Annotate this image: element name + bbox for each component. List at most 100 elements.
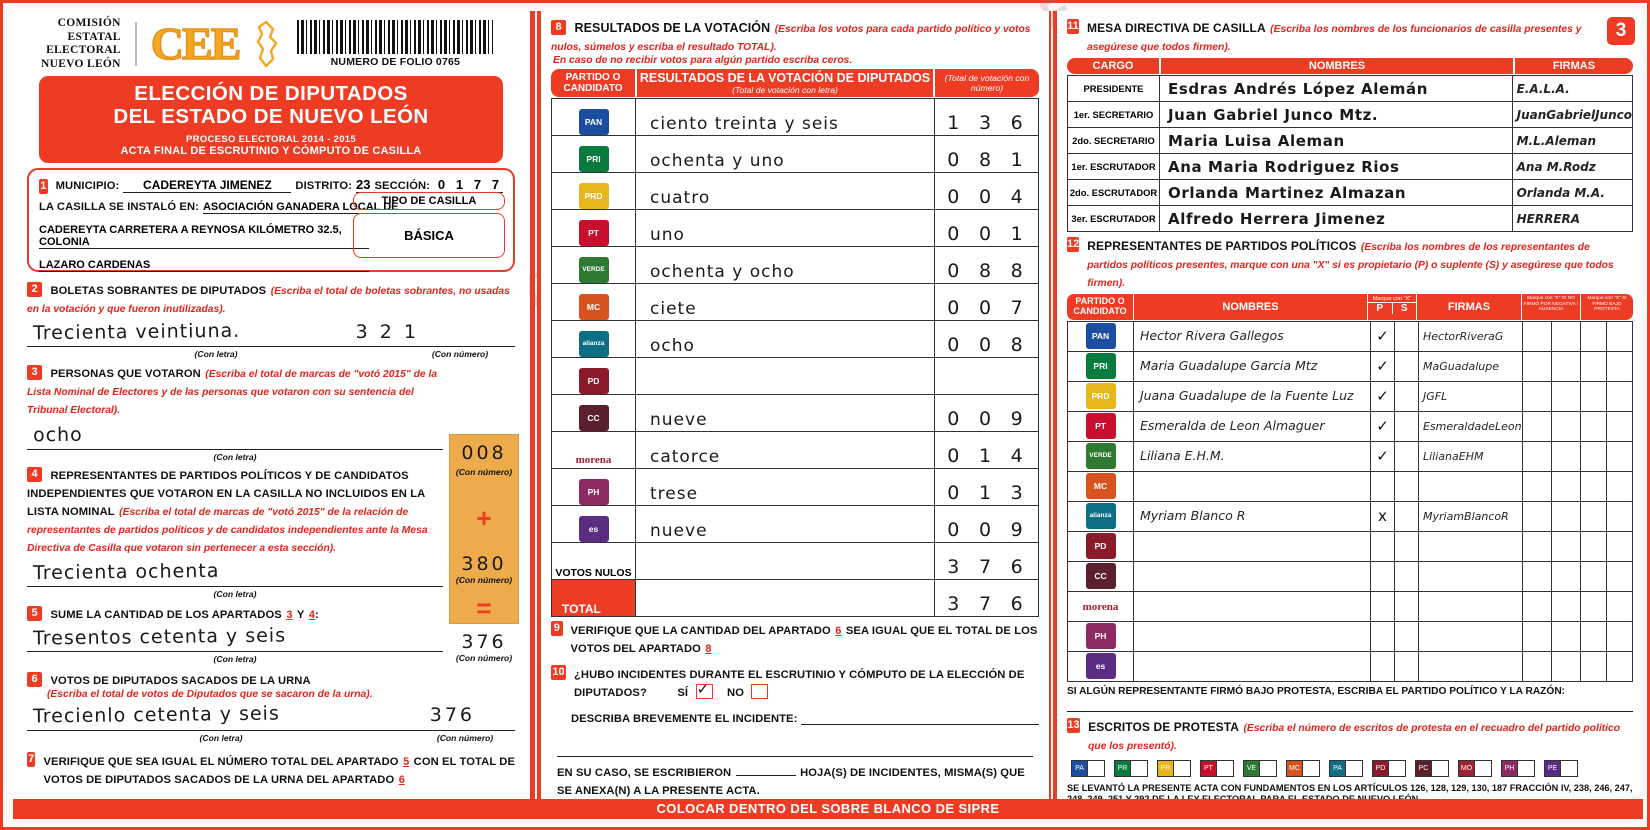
seccion-digits[interactable]: 0 1 7 7 [434, 177, 503, 194]
rep-nombre[interactable] [1133, 620, 1371, 652]
protest-count-input[interactable] [1259, 760, 1276, 776]
protest-count-input[interactable] [1130, 760, 1147, 776]
protest-count-input[interactable] [1560, 760, 1577, 776]
rep-p-mark[interactable] [1370, 560, 1395, 592]
rep-nombre[interactable] [1133, 470, 1371, 502]
protest-note-input[interactable] [1067, 697, 1633, 712]
rep-firma[interactable]: MaGuadalupe [1418, 350, 1523, 382]
rep-nofirmo-mark[interactable] [1522, 500, 1552, 532]
rep-nombre[interactable] [1133, 530, 1371, 562]
rep-protesta-mark-2[interactable] [1606, 590, 1633, 622]
rep-s-mark[interactable] [1394, 320, 1419, 352]
digit-tens[interactable]: 1 [978, 482, 995, 504]
mesa-firma[interactable]: Ana M.Rodz [1511, 153, 1634, 180]
rep-firma[interactable]: MyriamBlancoR [1418, 500, 1523, 532]
rep-protesta-mark-2[interactable] [1606, 440, 1633, 472]
digit-hundreds[interactable]: 0 [947, 260, 963, 282]
rep-protesta-mark-2[interactable] [1606, 470, 1633, 502]
mesa-firma[interactable]: HERRERA [1511, 205, 1634, 232]
rep-nombre[interactable]: Esmeralda de Leon Almaguer [1133, 410, 1371, 442]
protest-count-input[interactable] [1388, 760, 1405, 776]
rep-nombre[interactable]: Hector Rivera Gallegos [1133, 320, 1371, 352]
rep-nombre[interactable]: Liliana E.H.M. [1133, 440, 1371, 472]
rep-firma[interactable] [1418, 620, 1523, 652]
rep-firma[interactable]: HectorRiveraG [1418, 320, 1523, 352]
municipio-value[interactable]: CADEREYTA JIMENEZ [123, 178, 292, 194]
rep-nombre[interactable] [1133, 650, 1371, 682]
mesa-nombre[interactable]: Esdras Andrés López Alemán [1159, 75, 1513, 102]
rep-p-mark[interactable]: ✓ [1370, 440, 1395, 472]
digit-tens[interactable]: 0 [978, 297, 995, 319]
digit-tens[interactable]: 8 [978, 149, 995, 171]
rep-protesta-mark[interactable] [1580, 650, 1607, 682]
rep-nofirmo-mark[interactable] [1522, 320, 1552, 352]
rep-ausencia-mark[interactable] [1551, 380, 1581, 412]
rep-ausencia-mark[interactable] [1551, 320, 1581, 352]
mesa-firma[interactable]: Orlanda M.A. [1511, 179, 1634, 206]
tipo-casilla-value[interactable]: BÁSICA [353, 213, 505, 259]
distrito-value[interactable]: 23 [356, 177, 371, 194]
section-4-letra-value[interactable]: Trecienta ochenta [32, 560, 220, 585]
digit-hundreds[interactable]: 0 [947, 408, 963, 430]
rep-firma[interactable] [1418, 650, 1523, 682]
vote-row-letra[interactable]: catorce [635, 431, 935, 469]
rep-s-mark[interactable] [1394, 560, 1419, 592]
rep-p-mark[interactable]: ✓ [1370, 380, 1395, 412]
rep-ausencia-mark[interactable] [1551, 410, 1581, 442]
rep-protesta-mark-2[interactable] [1606, 620, 1633, 652]
rep-protesta-mark[interactable] [1580, 440, 1607, 472]
vote-row-letra[interactable]: nueve [635, 394, 935, 432]
rep-firma[interactable] [1418, 590, 1523, 622]
section-10-describe-line-2[interactable] [557, 737, 1033, 757]
protest-count-input[interactable] [1345, 760, 1362, 776]
votos-nulos-letra[interactable] [635, 542, 935, 580]
mesa-nombre[interactable]: Alfredo Herrera Jimenez [1159, 205, 1513, 232]
seccion-digit-4[interactable]: 7 [488, 177, 503, 194]
section-10-describe-input[interactable] [801, 712, 1039, 725]
rep-nofirmo-mark[interactable] [1522, 440, 1552, 472]
protest-box-pan[interactable]: PA [1071, 759, 1105, 777]
seccion-digit-3[interactable]: 7 [470, 177, 485, 194]
rep-s-mark[interactable] [1394, 470, 1419, 502]
protest-count-input[interactable] [1216, 760, 1233, 776]
rep-p-mark[interactable] [1370, 620, 1395, 652]
protest-box-prd[interactable]: PR [1157, 759, 1191, 777]
rep-nofirmo-mark[interactable] [1522, 620, 1552, 652]
rep-protesta-mark[interactable] [1580, 530, 1607, 562]
digit-ones[interactable]: 8 [1010, 260, 1026, 282]
rep-ausencia-mark[interactable] [1551, 650, 1581, 682]
rep-protesta-mark-2[interactable] [1606, 410, 1633, 442]
rep-firma[interactable]: LilianaEHM [1418, 440, 1523, 472]
rep-nofirmo-mark[interactable] [1522, 590, 1552, 622]
mesa-nombre[interactable]: Orlanda Martinez Almazan [1159, 179, 1513, 206]
rep-ausencia-mark[interactable] [1551, 590, 1581, 622]
section-6-numero-value[interactable]: 376 [429, 704, 475, 727]
digit-hundreds[interactable]: 1 [947, 112, 963, 134]
digit-tens[interactable]: 0 [978, 408, 995, 430]
protest-count-input[interactable] [1474, 760, 1491, 776]
rep-p-mark[interactable]: ✓ [1370, 320, 1395, 352]
digit-tens[interactable]: 8 [978, 260, 995, 282]
rep-ausencia-mark[interactable] [1551, 500, 1581, 532]
digit-ones[interactable]: 9 [1010, 408, 1026, 430]
digit-tens[interactable]: 0 [978, 519, 995, 541]
digit-ones[interactable]: 1 [1010, 149, 1026, 171]
rep-firma[interactable] [1418, 530, 1523, 562]
protest-box-pcc[interactable]: PC [1415, 759, 1449, 777]
rep-firma[interactable] [1418, 470, 1523, 502]
digit-tens[interactable]: 1 [978, 445, 995, 467]
rep-firma[interactable]: EsmeraldadeLeon [1418, 410, 1523, 442]
protest-box-ph[interactable]: PH [1501, 759, 1535, 777]
digit-ones[interactable]: 4 [1010, 445, 1026, 467]
protest-count-input[interactable] [1302, 760, 1319, 776]
digit-ones[interactable]: 4 [1010, 186, 1026, 208]
rep-p-mark[interactable] [1370, 530, 1395, 562]
rep-protesta-mark-2[interactable] [1606, 650, 1633, 682]
digit-hundreds[interactable]: 0 [947, 445, 963, 467]
rep-protesta-mark[interactable] [1580, 410, 1607, 442]
